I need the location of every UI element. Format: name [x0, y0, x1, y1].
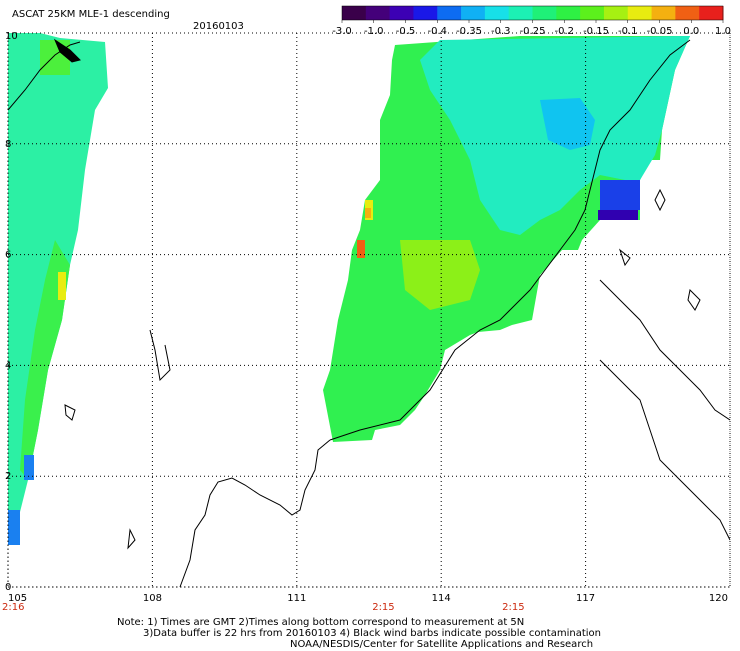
colorbar-tick-label: -0.4 [427, 26, 447, 37]
swath-layer [8, 33, 690, 545]
colorbar-swatch [508, 6, 533, 20]
coast-sumatra-borneo-left [149, 329, 171, 382]
colorbar-tick-label: -0.1 [618, 26, 638, 37]
footer-note-line2: 3)Data buffer is 22 hrs from 20160103 4)… [143, 628, 601, 639]
colorbar-swatch [627, 6, 653, 20]
main-swath-navy-patch [598, 210, 638, 220]
main-swath-yellowgreen [400, 240, 480, 310]
coast-small-2 [687, 288, 701, 311]
y-tick-label: 6 [5, 250, 11, 261]
coastline-layer [8, 38, 730, 587]
date: 20160103 [193, 21, 244, 32]
left-swath-yellow-patch [58, 272, 66, 300]
pass-time-label: 2:15 [502, 602, 524, 613]
coast-borneo-north [329, 39, 691, 441]
colorbar-swatch [556, 6, 581, 20]
coast-small-5 [64, 404, 76, 421]
left-swath-blue-patch-2 [24, 455, 34, 480]
x-tick-label: 108 [143, 593, 162, 604]
colorbar-tick-label: -0.3 [491, 26, 511, 37]
colorbar-tick-label: -0.35 [456, 26, 482, 37]
colorbar-tick-label: 1.0 [715, 26, 731, 37]
colorbar: -3.0 -1.0 -0.5 -0.4 -0.35 -0.3 -0.25 -0.2 -0.15-… [332, 5, 731, 37]
x-tick-label: 117 [576, 593, 595, 604]
colorbar-swatch [532, 6, 557, 20]
footer-note-line3: NOAA/NESDIS/Center for Satellite Applica… [290, 639, 594, 650]
pass-time-label: 2:16 [2, 602, 24, 613]
colorbar-swatch [603, 6, 629, 20]
y-tick-label: 8 [5, 139, 11, 150]
footer-note-line1: Note: 1) Times are GMT 2)Times along bot… [117, 617, 525, 628]
coast-small-3 [618, 248, 631, 267]
main-swath-orange-patch [357, 240, 365, 258]
pass-times: 2:16 2:15 2:15 [2, 602, 525, 613]
x-tick-label: 120 [709, 593, 728, 604]
title: ASCAT 25KM MLE-1 descending [12, 9, 170, 20]
coast-small-4 [53, 38, 81, 63]
colorbar-swatch [675, 6, 700, 20]
colorbar-tick-label: 0.0 [683, 26, 699, 37]
left-swath-blue-patch [8, 510, 20, 545]
coast-indochina [8, 41, 81, 111]
y-tick-label: 2 [5, 471, 11, 482]
colorbar-swatch [413, 6, 438, 20]
coast-borneo-west [179, 439, 331, 587]
x-tick-label: 105 [8, 593, 27, 604]
axis-labels: 105 108 111 114 117 120 0 2 4 6 8 10 [5, 31, 728, 604]
coast-small-6 [127, 528, 136, 550]
colorbar-swatch [389, 6, 414, 20]
x-tick-label: 111 [287, 593, 306, 604]
colorbar-swatch [484, 6, 510, 20]
x-tick-label: 114 [432, 593, 451, 604]
colorbar-swatch [365, 6, 391, 20]
left-swath-green-top [40, 40, 70, 75]
main-swath-blue-patch [600, 180, 640, 210]
coast-small-1 [654, 188, 666, 212]
colorbar-swatch [651, 6, 676, 20]
main-swath-lightblue [540, 98, 595, 150]
left-swath-green [20, 240, 70, 480]
colorbar-tick-label: -3.0 [332, 26, 352, 37]
colorbar-swatch [699, 6, 724, 20]
coast-sulawesi [599, 359, 730, 541]
colorbar-tick-label: -1.0 [364, 26, 384, 37]
colorbar-tick-label: -0.25 [520, 26, 546, 37]
y-tick-label: 10 [5, 31, 18, 42]
plot-frame [7, 32, 731, 588]
colorbar-tick-label: -0.05 [647, 26, 673, 37]
colorbar-tick-label: -0.15 [583, 26, 609, 37]
main-swath-orange-patch-2 [365, 208, 371, 218]
coast-philippines [599, 279, 730, 421]
colorbar-tick-label: -0.2 [554, 26, 574, 37]
colorbar-swatch [461, 6, 486, 20]
colorbar-tick-label: -0.5 [396, 26, 416, 37]
colorbar-swatch [342, 6, 367, 20]
y-tick-label: 4 [5, 360, 11, 371]
pass-time-label: 2:15 [372, 602, 394, 613]
y-tick-label: 0 [5, 582, 11, 593]
colorbar-swatch [437, 6, 462, 20]
colorbar-swatch [580, 6, 605, 20]
